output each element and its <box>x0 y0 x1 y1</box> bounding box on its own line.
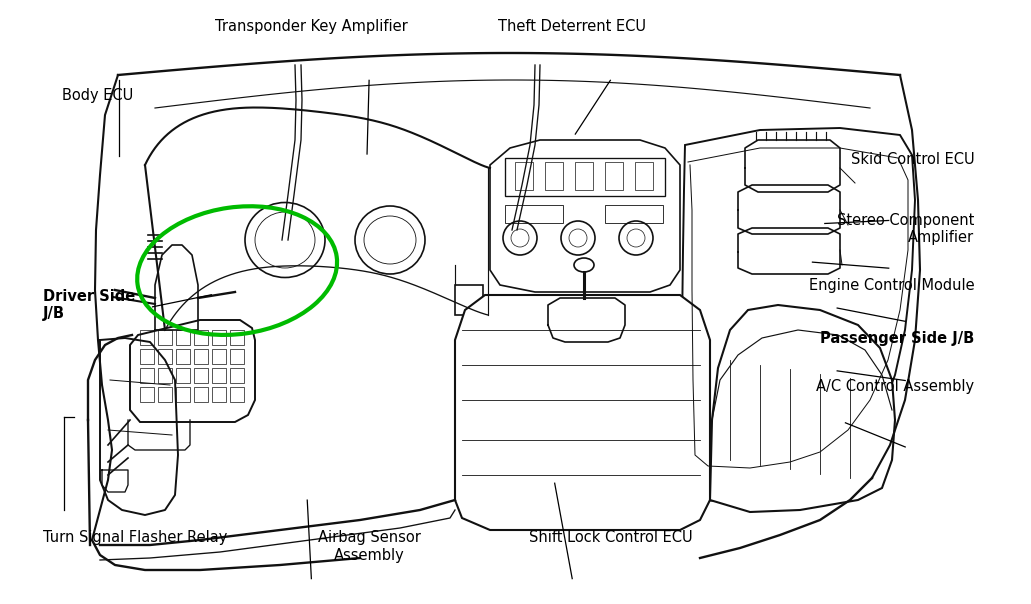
Bar <box>230 330 244 345</box>
Bar <box>212 368 226 383</box>
Bar <box>575 162 593 190</box>
Polygon shape <box>455 295 710 530</box>
Bar <box>545 162 563 190</box>
Text: Theft Deterrent ECU: Theft Deterrent ECU <box>498 19 646 34</box>
Text: Airbag Sensor
Assembly: Airbag Sensor Assembly <box>318 530 421 563</box>
Ellipse shape <box>355 206 425 274</box>
Bar <box>176 349 190 364</box>
Text: Transponder Key Amplifier: Transponder Key Amplifier <box>215 19 407 34</box>
Text: A/C Control Assembly: A/C Control Assembly <box>817 379 974 394</box>
Ellipse shape <box>561 221 595 255</box>
Bar <box>605 162 623 190</box>
Polygon shape <box>710 305 895 512</box>
Bar <box>194 330 208 345</box>
Bar <box>140 368 154 383</box>
Text: Turn Signal Flasher Relay: Turn Signal Flasher Relay <box>43 530 228 545</box>
Bar <box>455 285 483 315</box>
Bar <box>140 349 154 364</box>
Bar <box>212 349 226 364</box>
Bar <box>140 387 154 402</box>
Bar <box>194 387 208 402</box>
Bar <box>230 368 244 383</box>
Bar <box>176 330 190 345</box>
Bar <box>635 162 653 190</box>
Bar <box>230 349 244 364</box>
Bar <box>176 387 190 402</box>
Bar <box>212 387 226 402</box>
Bar <box>158 368 172 383</box>
Text: Driver Side
J/B: Driver Side J/B <box>43 289 135 321</box>
Text: Body ECU: Body ECU <box>62 88 133 103</box>
Text: Engine Control Module: Engine Control Module <box>808 278 974 293</box>
Text: Passenger Side J/B: Passenger Side J/B <box>820 331 974 346</box>
Ellipse shape <box>619 221 653 255</box>
Bar <box>505 158 665 196</box>
Ellipse shape <box>245 202 325 277</box>
Bar <box>158 349 172 364</box>
Bar <box>176 368 190 383</box>
Text: Skid Control ECU: Skid Control ECU <box>851 152 974 167</box>
Text: Stereo Component
Amplifier: Stereo Component Amplifier <box>837 213 974 245</box>
Bar <box>516 162 533 190</box>
Bar <box>194 368 208 383</box>
Ellipse shape <box>503 221 537 255</box>
Bar <box>212 330 226 345</box>
Bar <box>158 387 172 402</box>
Polygon shape <box>130 320 255 422</box>
Bar <box>605 205 663 223</box>
Polygon shape <box>681 128 914 502</box>
Bar <box>158 330 172 345</box>
Text: Shift Lock Control ECU: Shift Lock Control ECU <box>529 530 692 545</box>
Bar <box>194 349 208 364</box>
Bar <box>230 387 244 402</box>
Bar <box>505 205 563 223</box>
Polygon shape <box>490 140 680 292</box>
Bar <box>140 330 154 345</box>
